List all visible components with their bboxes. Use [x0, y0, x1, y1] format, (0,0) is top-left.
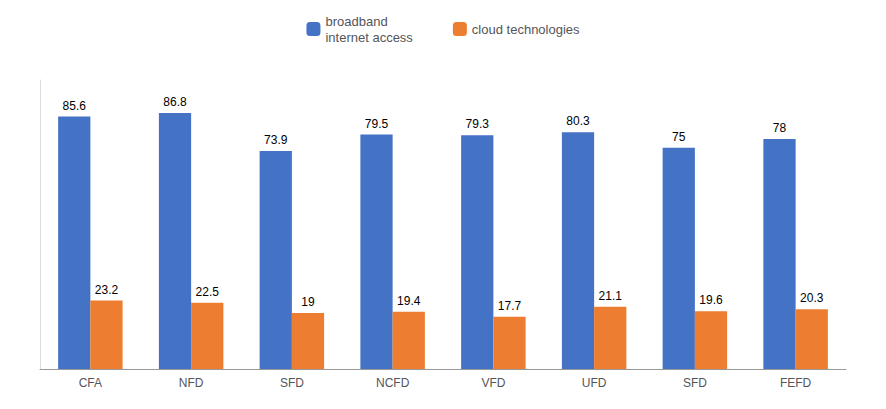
- svg-text:cloud technologies: cloud technologies: [472, 22, 580, 37]
- svg-text:SFD: SFD: [280, 376, 304, 390]
- svg-text:CFA: CFA: [79, 376, 102, 390]
- svg-text:VFD: VFD: [481, 376, 505, 390]
- svg-text:85.6: 85.6: [63, 99, 87, 113]
- svg-text:19.6: 19.6: [699, 293, 723, 307]
- svg-text:73.9: 73.9: [264, 133, 288, 147]
- svg-text:19.4: 19.4: [397, 294, 421, 308]
- svg-text:FEFD: FEFD: [780, 376, 812, 390]
- svg-text:UFD: UFD: [582, 376, 607, 390]
- svg-text:19: 19: [301, 295, 315, 309]
- svg-text:broadband: broadband: [325, 14, 387, 29]
- svg-text:21.1: 21.1: [599, 289, 623, 303]
- svg-text:79.3: 79.3: [466, 117, 490, 131]
- svg-text:78: 78: [773, 121, 787, 135]
- svg-text:22.5: 22.5: [196, 285, 220, 299]
- svg-text:internet access: internet access: [325, 30, 413, 45]
- svg-text:20.3: 20.3: [800, 291, 824, 305]
- svg-text:NCFD: NCFD: [376, 376, 410, 390]
- svg-text:75: 75: [672, 130, 686, 144]
- svg-text:79.5: 79.5: [365, 117, 389, 131]
- svg-text:SFD: SFD: [683, 376, 707, 390]
- svg-text:80.3: 80.3: [566, 114, 590, 128]
- svg-text:86.8: 86.8: [163, 95, 187, 109]
- svg-text:17.7: 17.7: [498, 299, 522, 313]
- svg-text:NFD: NFD: [179, 376, 204, 390]
- svg-text:23.2: 23.2: [95, 283, 119, 297]
